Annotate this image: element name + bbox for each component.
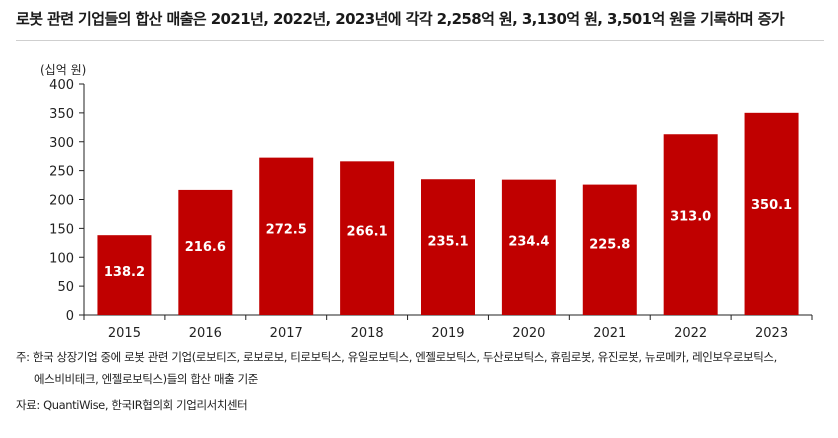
chart-title: 로봇 관련 기업들의 합산 매출은 2021년, 2022년, 2023년에 각… bbox=[16, 10, 785, 28]
y-tick-label: 300 bbox=[49, 136, 74, 151]
bar-value-label: 235.1 bbox=[427, 234, 468, 249]
x-tick-label: 2017 bbox=[270, 326, 303, 341]
bar-value-label: 234.4 bbox=[508, 235, 549, 250]
y-tick-label: 0 bbox=[66, 309, 74, 324]
bar-value-label: 272.5 bbox=[266, 222, 307, 237]
y-tick-label: 250 bbox=[49, 165, 74, 180]
title-divider bbox=[16, 40, 824, 41]
y-tick-label: 150 bbox=[49, 222, 74, 237]
source-note: 자료: QuantiWise, 한국IR협의회 기업리서치센터 bbox=[16, 398, 248, 412]
bar-2019 bbox=[421, 179, 475, 315]
bar-2015 bbox=[97, 235, 152, 315]
x-tick-label: 2018 bbox=[351, 326, 384, 341]
footnote-line-1: 주: 한국 상장기업 중에 로봇 관련 기업(로보티즈, 로보로보, 티로보틱스… bbox=[16, 350, 777, 364]
bar-value-label: 350.1 bbox=[751, 198, 792, 213]
bar-2017 bbox=[259, 157, 314, 315]
bar-2016 bbox=[178, 189, 233, 315]
x-tick-label: 2015 bbox=[108, 326, 141, 341]
y-tick-label: 100 bbox=[49, 251, 74, 266]
bar-2020 bbox=[501, 179, 556, 315]
bar-value-label: 216.6 bbox=[185, 240, 226, 255]
bar-2018 bbox=[340, 161, 395, 315]
y-tick-label: 200 bbox=[49, 194, 74, 209]
y-tick-label: 350 bbox=[49, 107, 74, 122]
x-tick-label: 2022 bbox=[674, 326, 707, 341]
bar-value-label: 313.0 bbox=[670, 210, 711, 225]
bar-2022 bbox=[663, 134, 718, 315]
y-tick-label: 400 bbox=[49, 78, 74, 93]
y-tick-label: 50 bbox=[57, 280, 74, 295]
unit-label: (십억 원) bbox=[40, 63, 87, 77]
bar-value-label: 266.1 bbox=[347, 224, 388, 239]
bar-value-label: 138.2 bbox=[104, 265, 145, 280]
bar-2023 bbox=[744, 112, 799, 315]
x-tick-label: 2020 bbox=[512, 326, 545, 341]
x-tick-label: 2023 bbox=[755, 326, 788, 341]
x-tick-label: 2019 bbox=[431, 326, 464, 341]
x-tick-label: 2021 bbox=[593, 326, 626, 341]
bar-2021 bbox=[582, 184, 637, 315]
footnote-line-2: 에스비비테크, 엔젤로보틱스)들의 합산 매출 기준 bbox=[34, 372, 258, 386]
bar-value-label: 225.8 bbox=[589, 237, 630, 252]
x-tick-label: 2016 bbox=[189, 326, 222, 341]
